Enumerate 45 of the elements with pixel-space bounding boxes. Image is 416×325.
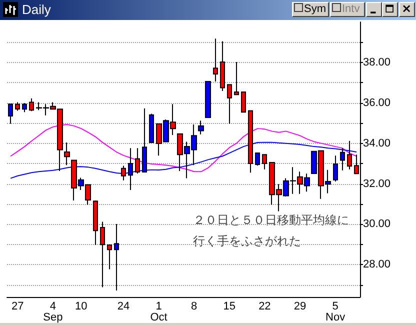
candlestick	[29, 98, 34, 112]
candlestick	[213, 38, 218, 82]
x-tick-label: 8	[191, 300, 198, 312]
text: Intv	[330, 2, 365, 17]
candlestick	[234, 62, 239, 96]
x-tick-label: 29	[294, 300, 306, 312]
candlestick	[241, 91, 246, 113]
candlestick	[93, 200, 98, 246]
y-tick-label: 36.00	[363, 96, 391, 109]
line-series	[10, 124, 357, 172]
y-tick-label: 34.00	[363, 137, 391, 150]
candlestick	[227, 84, 232, 124]
candlestick	[248, 110, 253, 174]
y-tick-label: 38.00	[363, 56, 391, 68]
candlestick	[205, 80, 211, 118]
candlestick	[340, 148, 345, 171]
y-tick-label: 30.00	[363, 218, 391, 230]
candlestick	[100, 221, 105, 288]
candlestick	[220, 40, 225, 92]
candlestick	[15, 102, 20, 112]
x-tick-label: 22	[258, 300, 271, 312]
y-tick-label: 32.00	[363, 178, 391, 190]
x-tick-label: 10	[75, 300, 88, 312]
candlestick	[149, 113, 154, 144]
chart-title: Daily	[22, 2, 51, 17]
candlestick	[107, 244, 112, 270]
x-tick-label: 4 Sep	[43, 300, 63, 324]
text: Sym	[292, 2, 329, 17]
x-tick-label: 15	[223, 300, 236, 312]
candlestick	[255, 152, 260, 166]
x-tick-label: 1 Oct	[150, 300, 168, 324]
candlestick	[135, 148, 140, 174]
candlestick	[22, 102, 27, 113]
x-tick-label: 24	[117, 300, 130, 312]
candlestick	[347, 140, 352, 170]
x-tick-label: 27	[11, 300, 24, 312]
candlestick	[121, 165, 126, 181]
candlestick	[8, 104, 13, 124]
x-tick-label: 5 Nov	[326, 300, 346, 324]
candlestick	[262, 154, 267, 170]
candlestick	[198, 120, 204, 135]
candlestick	[114, 224, 119, 292]
candlestick	[64, 142, 70, 166]
candlestick	[333, 155, 338, 182]
y-tick-label: 28.00	[363, 258, 391, 271]
